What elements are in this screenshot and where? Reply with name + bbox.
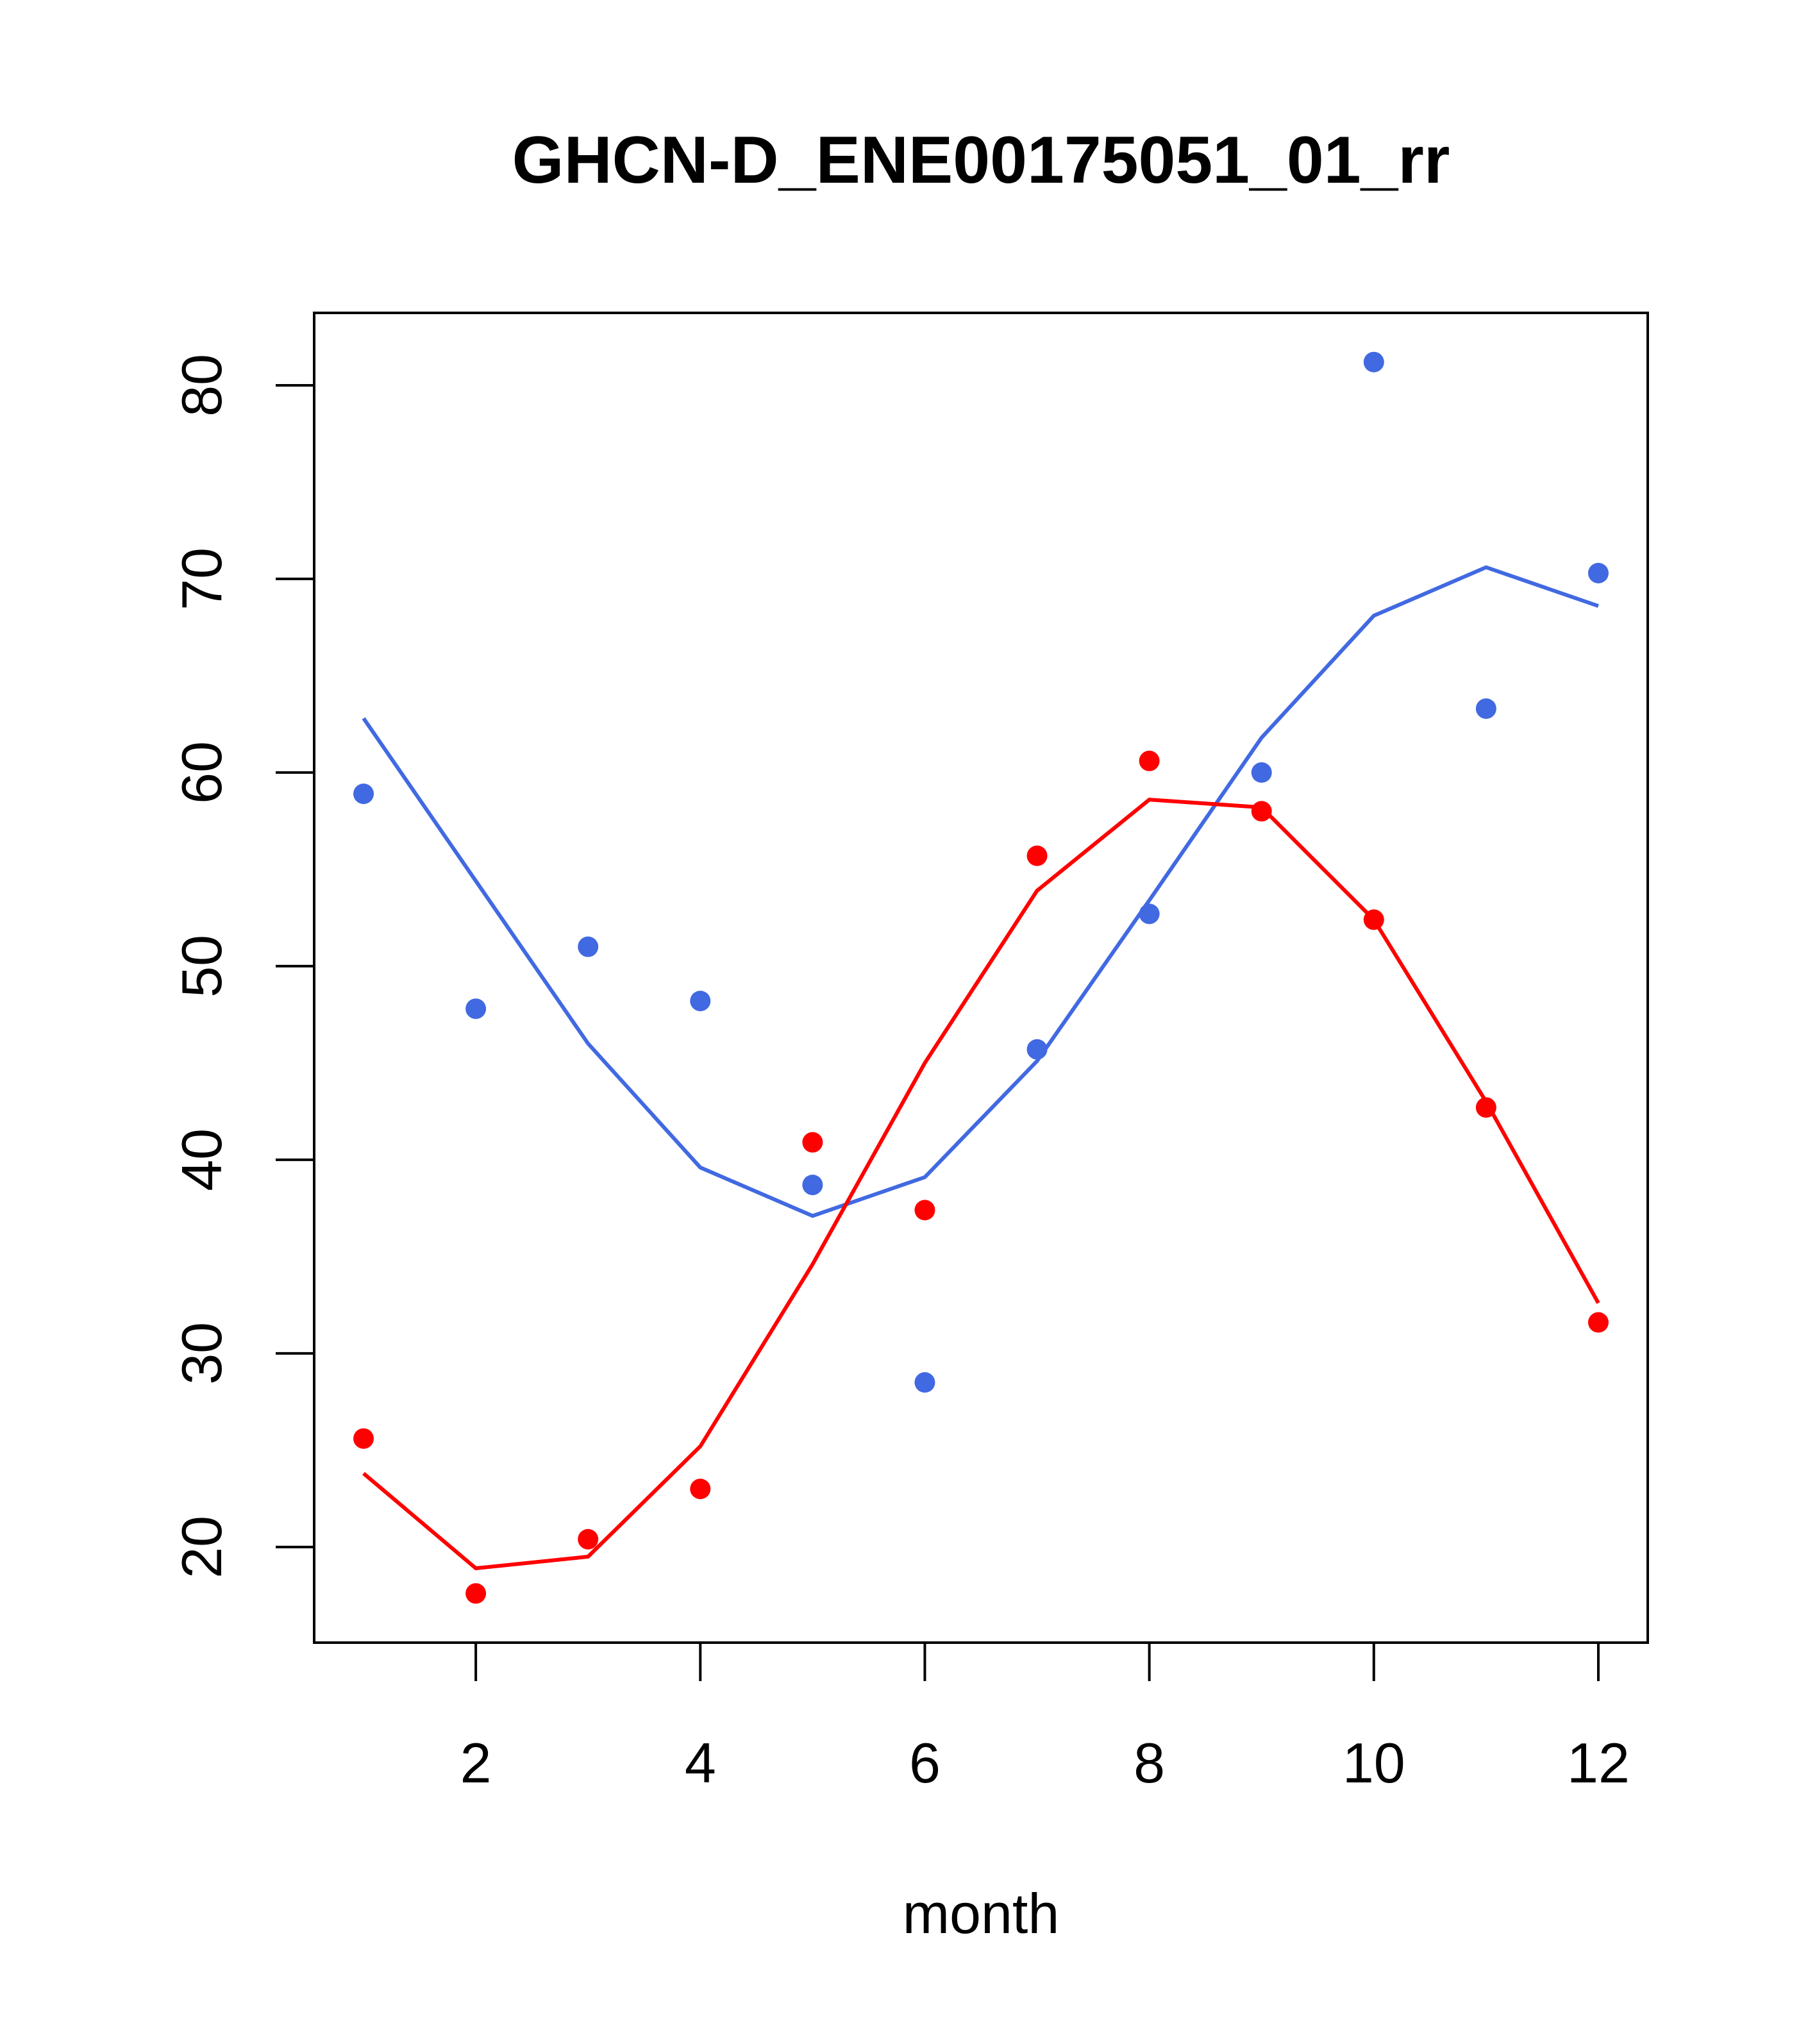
x-axis-label: month (903, 1882, 1060, 1945)
blue-line (362, 565, 1599, 1218)
x-tick-label: 12 (1567, 1731, 1630, 1795)
red-points-point (353, 1428, 374, 1449)
y-tick-label: 40 (170, 1128, 233, 1191)
red-points-point (690, 1479, 711, 1500)
blue-points-point (1363, 351, 1384, 373)
blue-points-point (1251, 762, 1272, 783)
x-tick-label: 6 (909, 1731, 941, 1795)
red-points-point (1363, 909, 1384, 930)
x-tick-label: 2 (460, 1731, 492, 1795)
red-points-point (914, 1200, 935, 1221)
y-tick-label: 30 (170, 1322, 233, 1385)
red-line (362, 798, 1600, 1571)
red-points-point (1251, 801, 1272, 822)
red-points-point (1587, 1312, 1609, 1333)
blue-points-point (1587, 562, 1609, 583)
y-tick-label: 60 (170, 741, 233, 804)
blue-points-point (578, 936, 599, 957)
blue-points-point (690, 991, 711, 1012)
blue-points-point (1026, 1039, 1048, 1060)
red-points-point (1475, 1097, 1496, 1118)
red-points-point (465, 1583, 487, 1604)
red-points-point (1139, 750, 1160, 771)
red-points-point (578, 1529, 599, 1550)
blue-points-point (353, 783, 374, 805)
blue-points-point (914, 1372, 935, 1393)
plot-frame (313, 312, 1649, 1644)
blue-points-point (802, 1175, 823, 1196)
y-tick-label: 50 (170, 935, 233, 998)
blue-points-point (465, 998, 487, 1019)
red-points-point (802, 1132, 823, 1153)
y-tick-label: 80 (170, 354, 233, 417)
y-tick-label: 20 (170, 1516, 233, 1579)
x-tick-label: 10 (1343, 1731, 1405, 1795)
x-tick-label: 4 (685, 1731, 716, 1795)
blue-points-point (1475, 698, 1496, 719)
chart-title: GHCN-D_ENE00175051_01_rr (512, 123, 1450, 197)
red-points-point (1026, 845, 1048, 866)
y-tick-label: 70 (170, 548, 233, 610)
blue-points-point (1139, 903, 1160, 925)
x-tick-label: 8 (1134, 1731, 1165, 1795)
